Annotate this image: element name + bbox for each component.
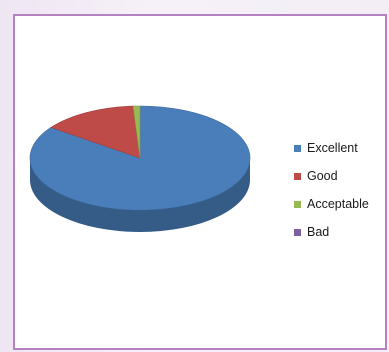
legend-swatch xyxy=(294,144,301,152)
legend-label: Good xyxy=(307,169,338,183)
pie-slice-acceptable xyxy=(132,105,141,159)
pie-slice-good xyxy=(50,105,141,159)
legend-label: Excellent xyxy=(307,141,358,155)
legend-swatch xyxy=(294,172,301,180)
legend-item-bad: Bad xyxy=(294,218,384,246)
pie-sides xyxy=(30,158,250,232)
legend-item-good: Good xyxy=(294,162,384,190)
chart-legend: Excellent Good Acceptable Bad xyxy=(294,134,384,246)
legend-item-excellent: Excellent xyxy=(294,134,384,162)
legend-item-acceptable: Acceptable xyxy=(294,190,384,218)
legend-swatch xyxy=(294,228,301,236)
legend-label: Bad xyxy=(307,225,330,239)
legend-swatch xyxy=(294,200,301,208)
legend-label: Acceptable xyxy=(307,197,369,211)
pie-side-excellent xyxy=(30,158,250,232)
pie-slices xyxy=(29,105,251,211)
